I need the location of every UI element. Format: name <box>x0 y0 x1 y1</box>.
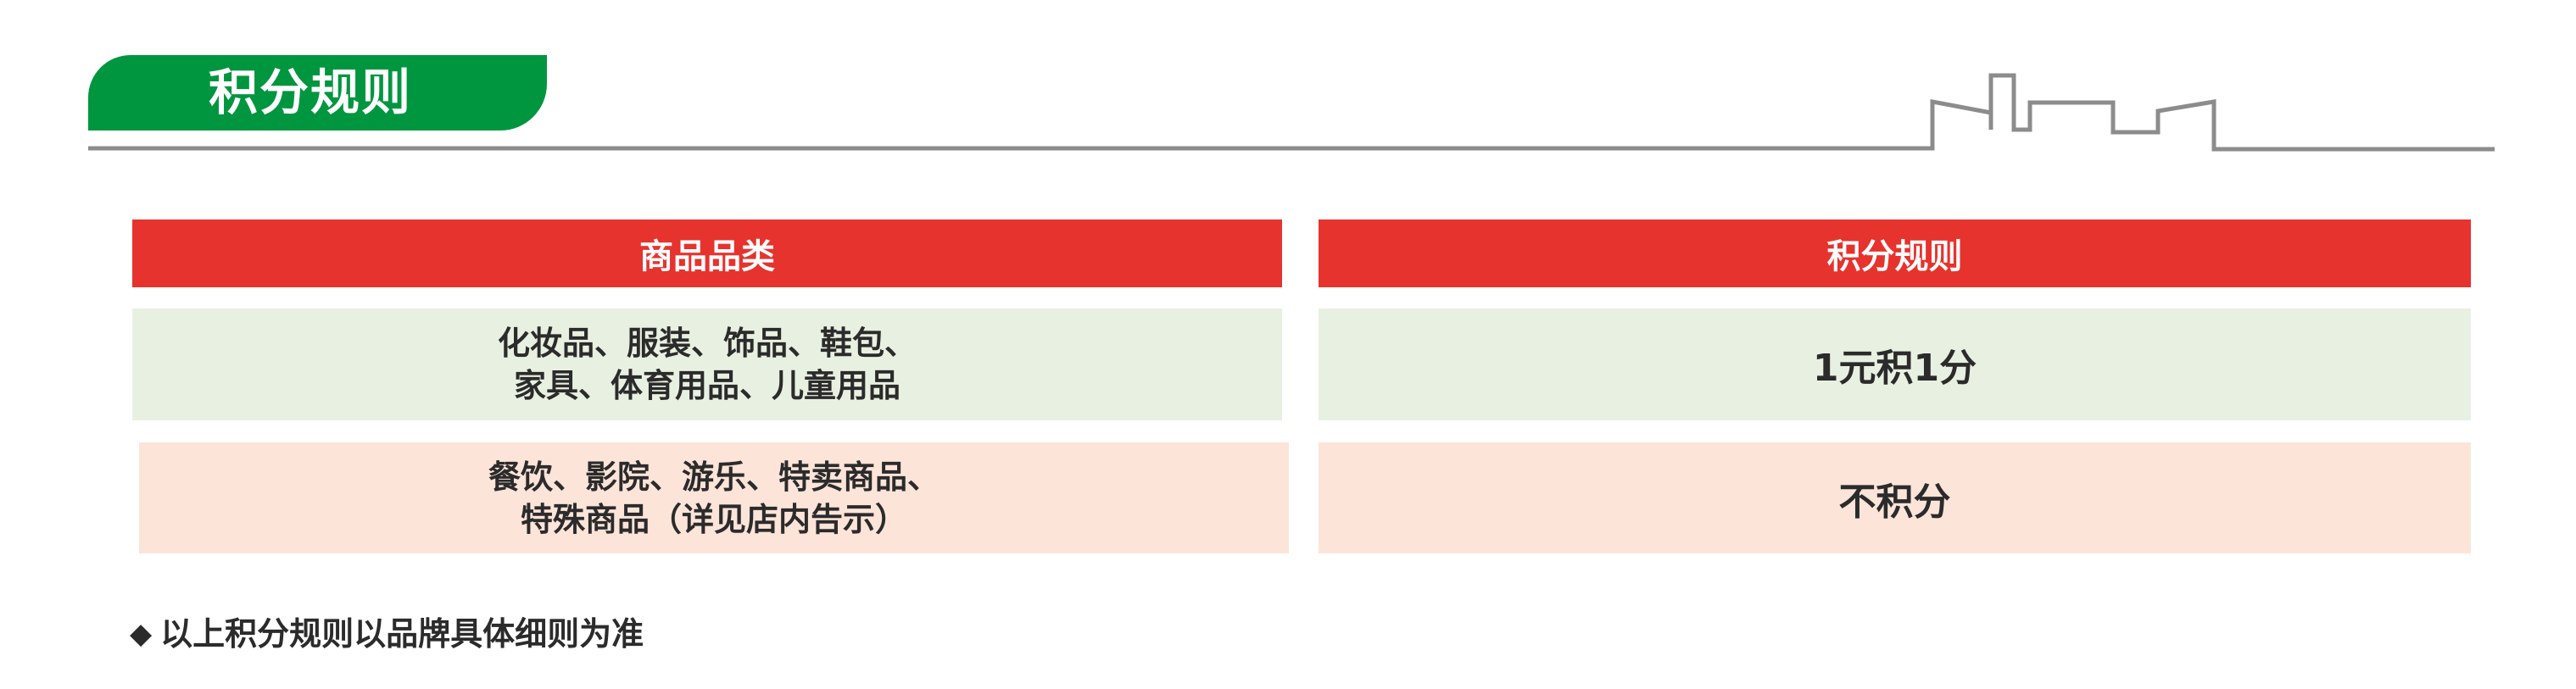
footnote-text: 以上积分规则以品牌具体细则为准 <box>160 615 644 653</box>
header-category: 商品品类 <box>132 219 1282 287</box>
category-line: 特殊商品（详见店内告示） <box>520 500 907 538</box>
table-row-1-rule: 1元积1分 <box>1319 308 2471 420</box>
table-row-1-category: 化妆品、服装、饰品、鞋包、 家具、体育用品、儿童用品 <box>132 308 1282 420</box>
section-title: 积分规则 <box>209 64 413 121</box>
category-line: 化妆品、服装、饰品、鞋包、 <box>497 325 917 362</box>
table-row-2-rule: 不积分 <box>1319 442 2471 553</box>
table-row-2-category: 餐饮、影院、游乐、特卖商品、 特殊商品（详见店内告示） <box>139 442 1289 553</box>
category-line: 餐饮、影院、游乐、特卖商品、 <box>488 458 940 496</box>
category-line: 家具、体育用品、儿童用品 <box>513 367 900 404</box>
section-title-tab: 积分规则 <box>88 55 547 131</box>
diamond-icon: ◆ <box>130 617 153 651</box>
footnote: ◆ 以上积分规则以品牌具体细则为准 <box>130 614 644 654</box>
header-rule: 积分规则 <box>1319 219 2471 287</box>
